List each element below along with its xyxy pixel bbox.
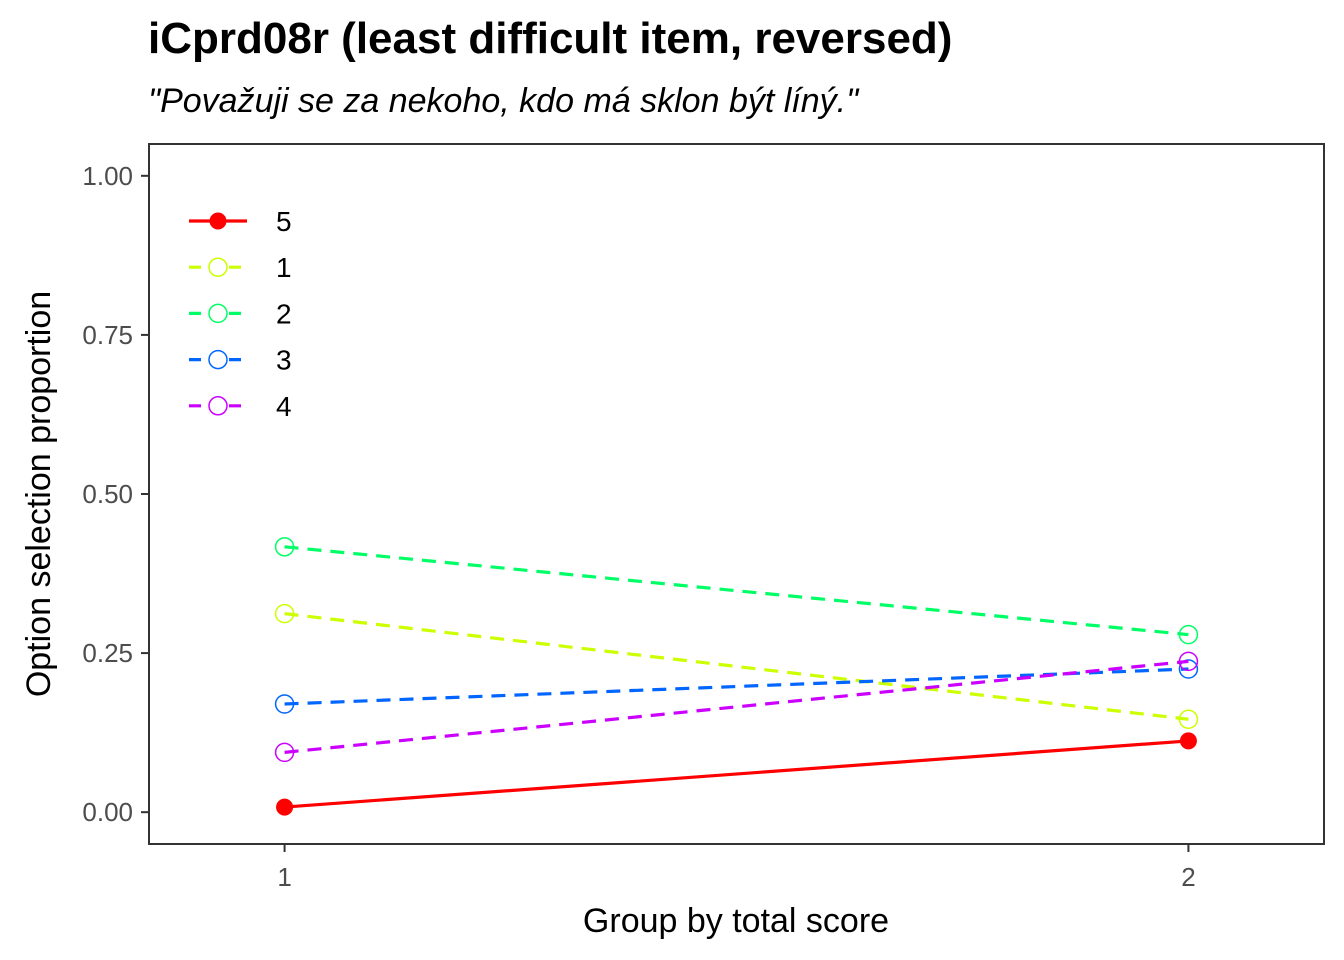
y-axis: 0.00 0.25 0.50 0.75 1.00 [82, 161, 149, 827]
legend-key-marker [208, 257, 228, 277]
chart-title: iCprd08r (least difficult item, reversed… [148, 14, 953, 63]
series-2 [274, 537, 1199, 645]
x-tick-label: 2 [1181, 862, 1195, 892]
series-5 [276, 732, 1197, 816]
y-tick-label: 1.00 [82, 161, 133, 191]
series-3 [274, 659, 1199, 714]
data-point-2-2 [1178, 624, 1199, 645]
legend-item-3: 3 [189, 345, 292, 376]
legend-item-5: 5 [189, 206, 292, 237]
series-layer [274, 537, 1199, 816]
data-point-5-2 [1179, 732, 1197, 750]
legend-item-2: 2 [189, 298, 292, 329]
data-point-3-1 [274, 694, 295, 714]
x-tick-label: 1 [277, 862, 291, 892]
legend-key-marker [208, 349, 228, 370]
y-axis-title: Option selection proportion [20, 291, 58, 697]
data-point-4-1 [274, 742, 295, 763]
series-line-4 [284, 659, 1189, 754]
data-point-1-1 [274, 603, 295, 624]
chart-subtitle: "Považuji se za nekoho, kdo má sklon být… [148, 82, 859, 120]
data-point-1-2 [1178, 709, 1199, 730]
data-point-4-2 [1178, 651, 1199, 672]
series-4 [274, 651, 1199, 763]
legend-item-4: 4 [189, 391, 292, 422]
series-line-3 [284, 667, 1189, 706]
legend-label: 3 [276, 345, 292, 376]
legend-key-marker [209, 212, 227, 230]
legend-label: 1 [276, 252, 292, 283]
legend-label: 2 [276, 298, 292, 329]
x-axis-title: Group by total score [583, 902, 889, 940]
data-point-2-1 [274, 537, 295, 557]
legend-key-marker [208, 303, 228, 324]
y-tick-label: 0.00 [82, 797, 133, 827]
series-line-1 [284, 612, 1189, 721]
legend-key-marker [208, 396, 228, 416]
y-tick-label: 0.75 [82, 320, 133, 350]
plot-panel-border [148, 143, 1325, 845]
legend-label: 5 [276, 206, 292, 237]
series-line-5 [284, 739, 1189, 809]
legend: 5 1 2 3 4 [189, 206, 292, 422]
y-tick-label: 0.25 [82, 638, 133, 668]
data-point-5-1 [276, 798, 294, 816]
series-1 [274, 603, 1199, 730]
legend-item-1: 1 [189, 252, 292, 283]
series-line-2 [284, 545, 1189, 637]
y-tick-label: 0.50 [82, 479, 133, 509]
legend-label: 4 [276, 391, 292, 422]
data-point-3-2 [1178, 659, 1199, 679]
